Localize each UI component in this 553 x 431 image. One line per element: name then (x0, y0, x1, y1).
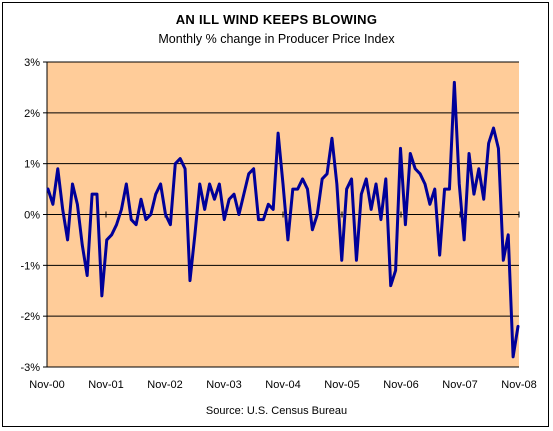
x-tick-label: Nov-04 (265, 379, 300, 391)
chart-title: AN ILL WIND KEEPS BLOWING (175, 12, 378, 27)
x-tick-label: Nov-02 (147, 379, 182, 391)
y-tick-label: 0% (24, 210, 40, 222)
y-tick-label: -2% (20, 311, 40, 323)
x-tick-label: Nov-03 (206, 379, 241, 391)
chart-subtitle: Monthly % change in Producer Price Index (158, 32, 395, 46)
y-tick-label: 2% (24, 108, 40, 120)
x-tick-labels: Nov-00 Nov-01 Nov-02 Nov-03 Nov-04 Nov-05 Nov-… (29, 211, 537, 391)
y-tick-label: -3% (20, 362, 40, 374)
x-tick-label: Nov-08 (501, 379, 536, 391)
x-tick-label: Nov-06 (383, 379, 418, 391)
series-layer (46, 80, 520, 359)
source-note: Source: U.S. Census Bureau (205, 405, 348, 417)
y-tick-label: 3% (24, 57, 40, 69)
x-tick-label: Nov-00 (29, 379, 64, 391)
x-tick-label: Nov-07 (442, 379, 477, 391)
y-tick-label: -1% (20, 260, 40, 272)
x-tick-label: Nov-05 (324, 379, 359, 391)
x-tick-label: Nov-01 (88, 379, 123, 391)
y-tick-labels: 3% 2% 1% 0% -1% -2% -3% (20, 57, 40, 374)
series-line-0 (46, 80, 520, 359)
y-tick-label: 1% (24, 159, 40, 171)
